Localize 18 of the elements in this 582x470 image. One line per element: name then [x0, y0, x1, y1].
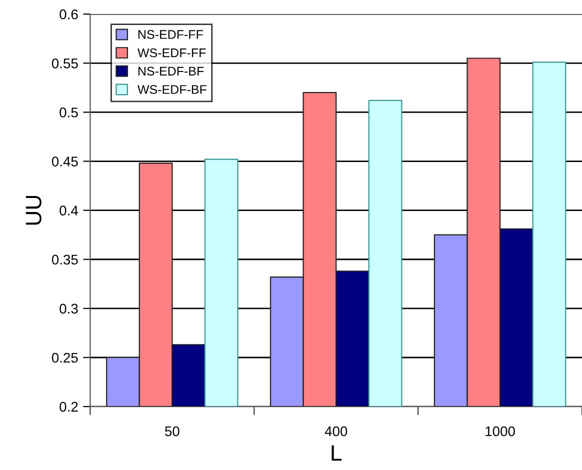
x-tick-label: 1000 — [486, 426, 515, 436]
x-tick-label: 50 — [165, 426, 180, 436]
y-tick-label: 0.35 — [52, 254, 78, 265]
legend-label: NS-EDF-BF — [138, 66, 204, 76]
y-tick-label: 0.45 — [52, 156, 78, 166]
y-tick-label: 0.2 — [60, 402, 78, 412]
legend-label: WS-EDF-FF — [138, 48, 206, 58]
x-axis-title: L — [332, 445, 342, 461]
y-tick-label: 0.5 — [60, 108, 78, 118]
y-tick-label: 0.55 — [52, 58, 78, 68]
y-axis-title: UU — [26, 196, 42, 225]
legend-label: NS-EDF-FF — [138, 30, 203, 39]
legend-label: WS-EDF-BF — [138, 85, 206, 94]
y-tick-label: 0.25 — [52, 352, 78, 363]
y-tick-label: 0.6 — [60, 9, 78, 20]
y-tick-label: 0.3 — [60, 304, 78, 314]
y-tick-label: 0.4 — [60, 206, 78, 216]
x-tick-label: 400 — [324, 426, 348, 436]
